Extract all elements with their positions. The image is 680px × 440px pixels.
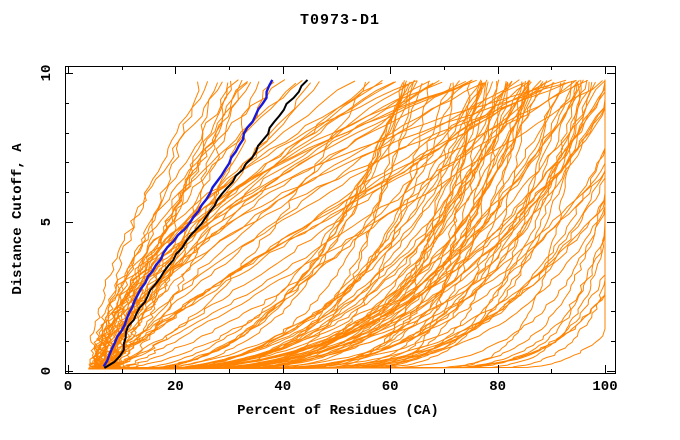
x-tick-label: 60 <box>382 379 399 395</box>
prediction-curve <box>111 80 232 370</box>
prediction-curve <box>101 80 576 370</box>
prediction-curve <box>104 80 472 370</box>
prediction-curve <box>101 82 581 370</box>
prediction-curve <box>104 79 416 370</box>
prediction-curve <box>90 79 488 370</box>
x-tick-label: 0 <box>64 379 72 395</box>
prediction-curve <box>106 81 200 370</box>
prediction-curve <box>112 80 530 370</box>
prediction-curve <box>109 82 509 370</box>
prediction-curve <box>100 81 209 370</box>
prediction-curve <box>90 79 520 370</box>
prediction-curve <box>92 80 417 370</box>
prediction-curve <box>115 80 529 370</box>
prediction-curve <box>112 82 484 370</box>
chart-title: T0973-D1 <box>299 12 380 29</box>
prediction-curve <box>103 81 530 370</box>
prediction-curve <box>102 81 509 370</box>
y-tick-label: 5 <box>39 218 55 226</box>
prediction-curve <box>91 80 467 369</box>
prediction-curve <box>93 81 430 370</box>
prediction-curve <box>88 80 580 370</box>
prediction-curve <box>109 79 473 369</box>
prediction-curve <box>109 79 383 369</box>
prediction-curve <box>109 81 606 370</box>
prediction-curve <box>111 81 494 370</box>
prediction-curve <box>110 79 552 370</box>
prediction-curve <box>89 82 404 370</box>
prediction-curve <box>91 82 606 370</box>
x-tick-label: 20 <box>167 379 184 395</box>
prediction-curve <box>115 80 603 370</box>
plot-frame <box>65 66 616 374</box>
prediction-curve <box>95 79 477 369</box>
curve-highlight-model-black <box>103 79 309 369</box>
y-tick-label: 10 <box>39 65 55 82</box>
prediction-curve <box>99 82 423 370</box>
prediction-curve <box>116 82 545 370</box>
prediction-curve <box>113 82 554 370</box>
x-tick-label: 80 <box>489 379 506 395</box>
prediction-curve <box>99 81 275 370</box>
prediction-curve <box>91 81 411 370</box>
prediction-curve <box>92 81 366 370</box>
curve-highlight-model-blue <box>102 79 274 368</box>
prediction-curve <box>90 80 606 370</box>
x-tick-label: 100 <box>592 379 617 395</box>
prediction-curve <box>103 80 475 369</box>
prediction-curve <box>105 79 582 370</box>
prediction-curve <box>102 83 487 370</box>
prediction-curve <box>98 82 547 370</box>
prediction-curve <box>95 79 530 370</box>
prediction-curve <box>90 79 584 370</box>
prediction-curve <box>113 80 431 369</box>
y-tick-label: 0 <box>39 367 55 375</box>
prediction-curve <box>92 81 523 370</box>
x-tick-label: 40 <box>274 379 291 395</box>
prediction-curve <box>99 80 356 370</box>
prediction-curve <box>116 81 489 370</box>
prediction-curve <box>110 80 526 370</box>
x-axis-label: Percent of Residues (CA) <box>237 403 439 419</box>
